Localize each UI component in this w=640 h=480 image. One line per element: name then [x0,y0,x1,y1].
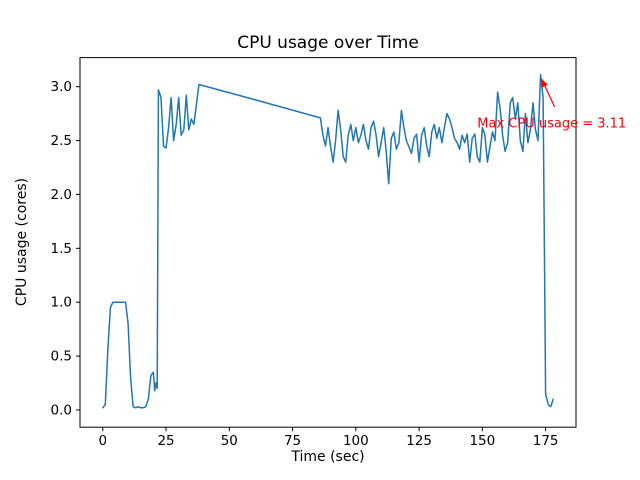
chart-title: CPU usage over Time [237,33,419,53]
max-cpu-annotation-text: Max CPU usage = 3.11 [477,117,626,132]
cpu-usage-line [102,74,554,409]
x-tick-label: 0 [98,433,107,449]
axes-frame [79,57,577,428]
y-tick-label: 2.0 [51,187,72,203]
plot-area: 0 25 50 75 100 125 150 175 0.0 0.5 1.0 1.5 2.0 2.5 3.0 [51,57,577,449]
x-tick-label: 100 [343,433,369,449]
y-axis-label: CPU usage (cores) [14,178,30,306]
x-tick-label: 50 [221,433,238,449]
y-tick-label: 3.0 [51,79,72,95]
y-tick-label: 0.0 [51,402,72,418]
x-tick-label: 75 [284,433,301,449]
y-tick-label: 0.5 [51,349,72,365]
x-tick-label: 125 [406,433,432,449]
x-axis-label: Time (sec) [290,449,364,465]
x-tick-label: 25 [157,433,174,449]
x-tick-label: 175 [533,433,559,449]
y-tick-label: 1.5 [51,241,72,257]
y-tick-label: 2.5 [51,133,72,149]
x-tick-label: 150 [469,433,495,449]
y-tick-label: 1.0 [51,295,72,311]
annotation-arrowhead [541,78,548,88]
